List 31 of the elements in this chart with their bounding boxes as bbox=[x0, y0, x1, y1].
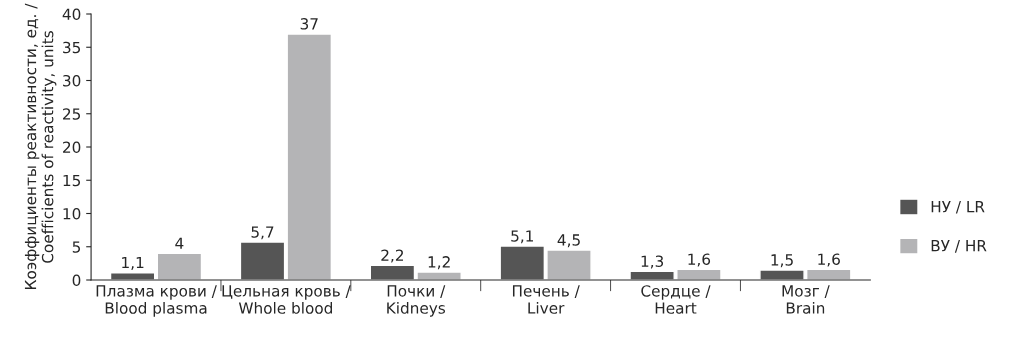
data-label: 4,5 bbox=[557, 234, 580, 248]
x-tick-label: Плазма крови / Blood plasma bbox=[96, 285, 217, 317]
y-tick-label: 35 bbox=[63, 41, 81, 54]
y-tick-label: 5 bbox=[72, 241, 81, 253]
y-axis-title: Коэффициенты реактивности, ед. / Coefficients of reactivity, units bbox=[24, 3, 57, 289]
data-label: 4 bbox=[175, 237, 184, 249]
bar bbox=[156, 252, 203, 280]
y-tick-label: 10 bbox=[63, 207, 81, 220]
x-tick-label: Сердце / Heart bbox=[641, 285, 711, 314]
legend-label: ВУ / HR bbox=[931, 240, 987, 253]
data-label: 1,6 bbox=[818, 253, 840, 267]
data-label: 5,7 bbox=[251, 226, 274, 240]
y-tick-label: 0 bbox=[72, 274, 81, 287]
data-label: 1,3 bbox=[641, 255, 664, 269]
x-tick-label: Мозг / Brain bbox=[782, 285, 830, 314]
x-tick-label: Цельная кровь / Whole blood bbox=[222, 285, 351, 314]
data-label: 1,6 bbox=[688, 253, 711, 267]
data-label: 2,2 bbox=[381, 249, 403, 263]
data-label: 1,5 bbox=[771, 254, 793, 268]
data-label: 1,1 bbox=[122, 256, 144, 270]
data-label: 5,1 bbox=[511, 230, 533, 244]
y-tick-label: 40 bbox=[62, 8, 81, 21]
y-tick-label: 25 bbox=[63, 108, 81, 120]
y-tick-label: 15 bbox=[63, 174, 81, 187]
legend-label: НУ / LR bbox=[931, 201, 985, 214]
x-tick-label: Печень / Liver bbox=[512, 285, 580, 314]
y-tick-label: 20 bbox=[63, 141, 81, 154]
y-tick-label: 30 bbox=[63, 74, 81, 87]
data-label: 37 bbox=[300, 18, 318, 30]
data-label: 1,2 bbox=[428, 256, 450, 270]
x-tick-label: Почки / Kidneys bbox=[387, 285, 446, 317]
